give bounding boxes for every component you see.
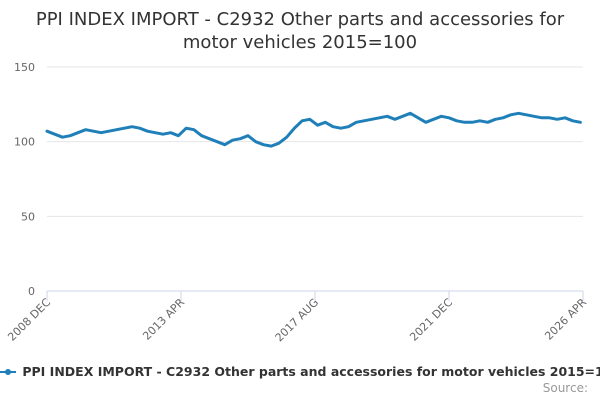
chart-title-line-1: PPI INDEX IMPORT - C2932 Other parts and… [35, 9, 565, 30]
legend-line-marker-icon [0, 367, 16, 377]
y-tick-label: 150 [14, 61, 35, 74]
y-tick-label: 100 [14, 136, 35, 149]
series-layer [45, 111, 582, 148]
chart-title: PPI INDEX IMPORT - C2932 Other parts and… [0, 8, 600, 54]
y-tick-label: 0 [28, 285, 35, 298]
x-tick-label: 2026 APR [542, 296, 589, 343]
y-tick-label: 50 [21, 210, 35, 223]
x-tick-label: 2008 DEC [5, 296, 53, 344]
legend-dot-swatch [5, 368, 11, 375]
legend-item[interactable]: PPI INDEX IMPORT - C2932 Other parts and… [0, 363, 600, 381]
axes: 0 50 100 150 2008 DEC 2013 APR 2017 AUG 2021 DE… [5, 61, 589, 344]
x-tick-label: 2017 AUG [273, 296, 322, 345]
legend-label: PPI INDEX IMPORT - C2932 Other parts and… [22, 364, 600, 379]
x-tick-label: 2013 APR [140, 296, 187, 343]
series-line [45, 111, 582, 148]
gridlines [47, 66, 583, 217]
source-credit[interactable]: Source: [542, 381, 588, 395]
x-tick-label: 2021 DEC [407, 296, 455, 344]
chart-title-line-2: motor vehicles 2015=100 [182, 32, 418, 53]
